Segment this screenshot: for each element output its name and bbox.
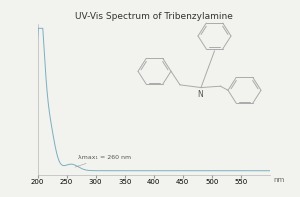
Text: N: N [197,90,203,99]
Title: UV-Vis Spectrum of Tribenzylamine: UV-Vis Spectrum of Tribenzylamine [75,12,233,21]
Text: λmax₁ = 260 nm: λmax₁ = 260 nm [75,155,131,167]
Text: nm: nm [273,177,284,183]
